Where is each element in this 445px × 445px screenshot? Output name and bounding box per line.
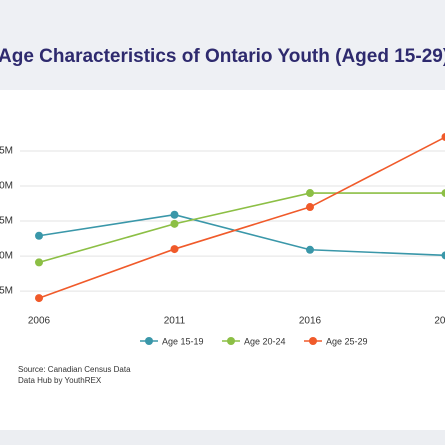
data-point xyxy=(441,133,445,141)
chart-title: Age Characteristics of Ontario Youth (Ag… xyxy=(0,46,445,67)
y-tick-label: 0.80M xyxy=(0,251,13,262)
data-point xyxy=(306,203,314,212)
legend-label: Age 15-19 xyxy=(162,336,204,346)
data-point xyxy=(170,245,179,254)
source: Data Hub by YouthREX xyxy=(18,376,102,385)
legend-marker xyxy=(145,337,153,345)
y-tick-label: 0.75M xyxy=(0,286,13,297)
legend-marker xyxy=(309,337,317,345)
data-point xyxy=(170,210,179,219)
x-tick-label: 2011 xyxy=(164,316,186,327)
data-point xyxy=(35,231,43,240)
series-line xyxy=(38,213,445,257)
data-point xyxy=(170,219,179,228)
legend-label: Age 20-24 xyxy=(244,336,286,346)
chart-card xyxy=(0,90,445,430)
source: Source: Canadian Census Data xyxy=(18,365,131,374)
data-point xyxy=(441,251,445,260)
x-tick-label: 2006 xyxy=(28,316,51,327)
data-point xyxy=(306,189,314,198)
data-point xyxy=(441,189,445,198)
x-tick-label: 2016 xyxy=(299,316,322,327)
series-line xyxy=(38,136,445,299)
y-tick-label: 0.90M xyxy=(0,181,13,192)
y-tick-label: 0.85M xyxy=(0,216,13,227)
header-band xyxy=(0,0,445,90)
data-point xyxy=(306,245,314,254)
data-point xyxy=(35,258,43,267)
y-tick-label: 0.95M xyxy=(0,146,13,157)
data-point xyxy=(35,294,43,303)
legend-marker xyxy=(227,337,235,345)
x-tick-label: 2021 xyxy=(434,316,445,327)
legend-label: Age 25-29 xyxy=(326,336,368,346)
series-line xyxy=(38,192,445,264)
